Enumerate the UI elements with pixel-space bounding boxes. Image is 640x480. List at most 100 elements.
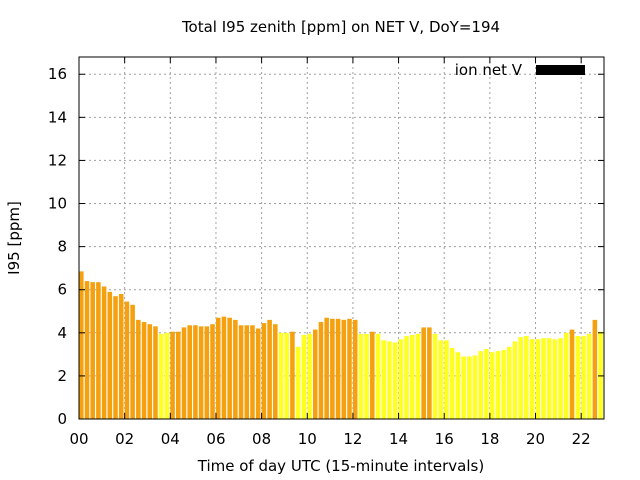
bar [512, 341, 518, 419]
bar [301, 334, 307, 419]
bar [524, 336, 529, 419]
bar [79, 271, 84, 419]
chart-title: Total I95 zenith [ppm] on NET V, DoY=194 [181, 18, 500, 36]
bar [535, 339, 541, 419]
bar [335, 318, 341, 419]
x-tick-label: 10 [298, 430, 317, 448]
bar [290, 331, 295, 419]
bar [153, 326, 158, 419]
bar [318, 322, 324, 419]
bar [261, 323, 267, 419]
bar [233, 319, 238, 419]
bar [170, 331, 175, 419]
bar [158, 333, 164, 419]
bar [295, 346, 301, 419]
x-tick-label: 12 [343, 430, 362, 448]
y-tick-label: 6 [57, 281, 67, 299]
bar [124, 301, 130, 419]
y-axis-label: I95 [ppm] [5, 201, 23, 275]
bar [278, 332, 284, 419]
bar [506, 346, 512, 419]
bar [90, 282, 95, 419]
bar [478, 351, 484, 419]
bar [552, 339, 558, 419]
bar [546, 338, 552, 419]
bar [176, 331, 181, 419]
bar [375, 333, 381, 419]
bar [352, 319, 358, 419]
bar [273, 324, 278, 419]
bar [101, 286, 107, 419]
bar [541, 338, 546, 419]
bar [164, 332, 170, 419]
bar [107, 291, 113, 419]
bar [569, 329, 575, 419]
x-tick-label: 02 [115, 430, 134, 448]
y-tick-label: 0 [57, 410, 67, 428]
x-tick-label: 14 [389, 430, 408, 448]
x-tick-label: 18 [480, 430, 499, 448]
x-tick-label: 20 [526, 430, 545, 448]
bar [381, 340, 387, 419]
bar [581, 336, 586, 419]
y-tick-label: 12 [48, 151, 67, 169]
x-tick-label: 16 [435, 430, 454, 448]
bar [147, 324, 153, 419]
bar [113, 296, 118, 419]
bar [598, 331, 603, 419]
bar [455, 352, 461, 419]
bar [404, 336, 409, 419]
bar [221, 316, 227, 419]
bar [187, 325, 192, 419]
bar [467, 356, 472, 419]
legend: ion net V [455, 61, 585, 79]
bar [392, 342, 398, 419]
x-tick-label: 06 [206, 430, 225, 448]
bar [438, 340, 444, 419]
bar [307, 333, 312, 419]
x-tick-label: 04 [161, 430, 180, 448]
bar [330, 318, 335, 419]
bar [84, 281, 90, 419]
bar [484, 348, 489, 419]
y-tick-label: 10 [48, 195, 67, 213]
bar [227, 317, 232, 419]
y-tick-label: 8 [57, 238, 67, 256]
bar [210, 324, 215, 419]
bar [432, 333, 438, 419]
bar [198, 326, 204, 419]
bar [472, 355, 478, 419]
bar [284, 332, 289, 419]
bar [387, 341, 392, 419]
bar [592, 319, 598, 419]
bar [136, 319, 141, 419]
bar [449, 347, 455, 419]
bar [421, 327, 426, 419]
y-tick-label: 16 [48, 65, 67, 83]
bar [575, 336, 581, 419]
bars [79, 271, 603, 419]
bar [370, 331, 375, 419]
bar [204, 326, 210, 419]
bar [427, 327, 432, 419]
bar [341, 319, 347, 419]
x-tick-label: 22 [572, 430, 591, 448]
bar [461, 356, 466, 419]
bar [255, 328, 261, 419]
bar [130, 304, 135, 419]
bar [398, 339, 404, 419]
y-tick-label: 4 [57, 324, 67, 342]
bar [489, 352, 495, 419]
legend-label: ion net V [455, 61, 523, 79]
bar [558, 338, 563, 419]
bar [312, 329, 318, 419]
y-tick-label: 2 [57, 367, 67, 385]
bar [444, 340, 449, 419]
x-tick-label: 00 [69, 430, 88, 448]
bar [586, 333, 592, 419]
bar [529, 339, 535, 419]
bar [141, 322, 147, 419]
bar [118, 294, 124, 419]
